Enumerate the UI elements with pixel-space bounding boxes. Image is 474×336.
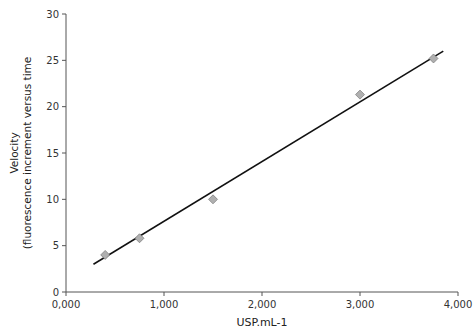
y-tick-label: 30 xyxy=(46,9,59,20)
plot-area xyxy=(93,51,443,264)
scatter-point xyxy=(209,195,218,204)
y-tick-label: 15 xyxy=(46,148,59,159)
y-tick xyxy=(62,153,66,154)
x-tick xyxy=(262,292,263,296)
x-tick-label: 4,000 xyxy=(444,299,473,310)
x-tick-label: 0,000 xyxy=(52,299,81,310)
x-tick-label: 1,000 xyxy=(150,299,179,310)
x-tick-label: 3,000 xyxy=(346,299,375,310)
y-tick-label: 10 xyxy=(46,194,59,205)
trend-line xyxy=(93,51,443,264)
x-tick xyxy=(458,292,459,296)
x-tick xyxy=(164,292,165,296)
chart-container: 0,000 1,000 2,000 3,000 4,000 0 5 10 15 20 25 30 USP… xyxy=(0,0,474,336)
x-tick xyxy=(66,292,67,296)
y-tick xyxy=(62,106,66,107)
scatter-point xyxy=(429,54,438,63)
y-tick-label: 0 xyxy=(53,287,59,298)
y-axis-label-line: Velocity xyxy=(8,132,20,173)
y-tick-label: 5 xyxy=(53,240,59,251)
y-axis-label: Velocity(fluorescence increment versus t… xyxy=(8,57,33,250)
scatter-point xyxy=(356,90,365,99)
chart: 0,000 1,000 2,000 3,000 4,000 0 5 10 15 20 25 30 USP… xyxy=(0,0,474,336)
y-tick xyxy=(62,60,66,61)
x-axis-label: USP.mL-1 xyxy=(236,316,287,329)
y-tick xyxy=(62,199,66,200)
y-tick-label: 20 xyxy=(46,101,59,112)
y-axis-label-line: (fluorescence increment versus time xyxy=(21,57,33,250)
scatter-point xyxy=(135,234,144,243)
scatter-point xyxy=(101,250,110,259)
y-tick xyxy=(62,292,66,293)
y-tick xyxy=(62,245,66,246)
y-tick xyxy=(62,14,66,15)
x-tick-label: 2,000 xyxy=(248,299,277,310)
y-tick-label: 25 xyxy=(46,55,59,66)
x-tick xyxy=(360,292,361,296)
